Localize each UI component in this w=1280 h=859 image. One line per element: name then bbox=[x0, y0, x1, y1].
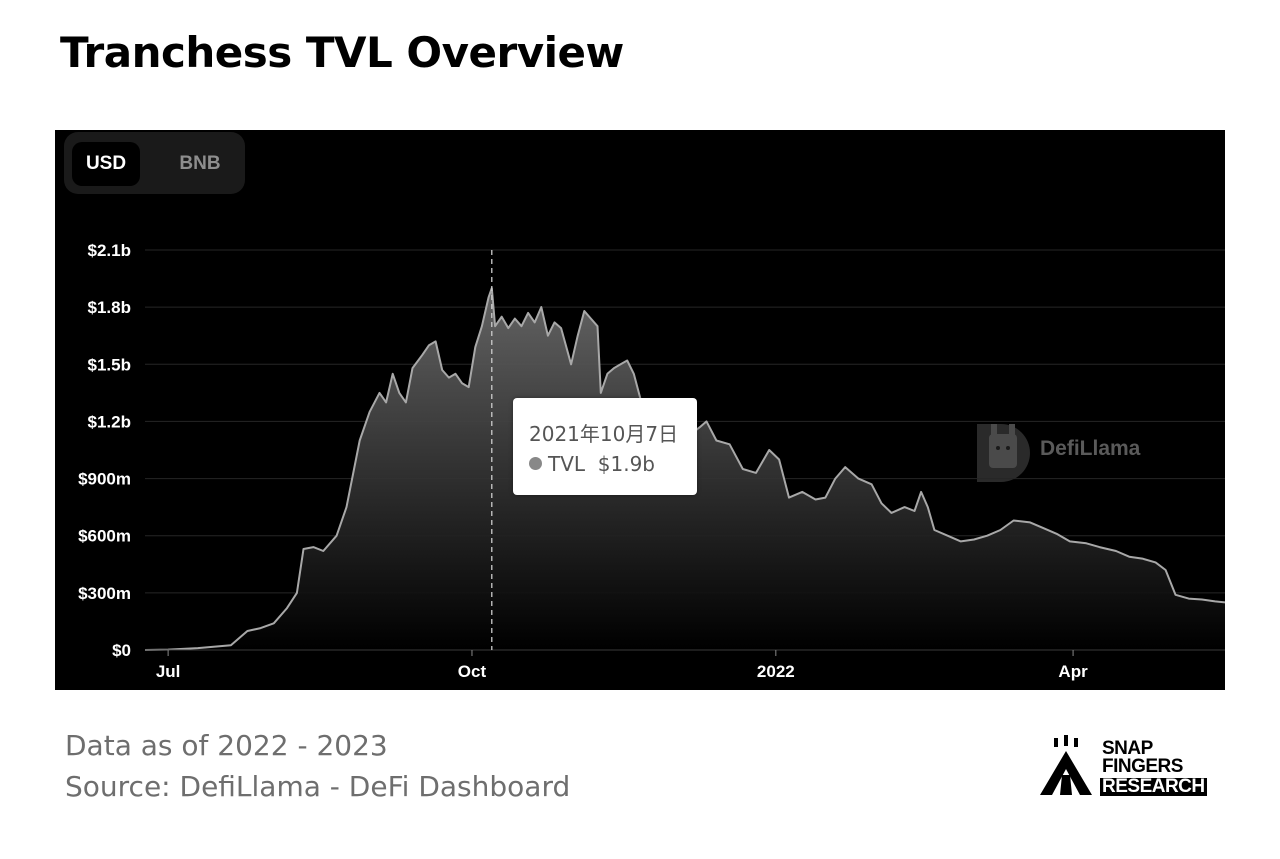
data-date-note: Data as of 2022 - 2023 bbox=[65, 729, 388, 762]
tooltip: 2021年10月7日 TVL $1.9b bbox=[513, 398, 697, 495]
x-tick-label: 2022 bbox=[757, 662, 795, 681]
snap-fingers-brand: SNAP FINGERS RESEARCH bbox=[1036, 735, 1226, 800]
y-tick-label: $900m bbox=[78, 470, 131, 489]
y-tick-label: $600m bbox=[78, 527, 131, 546]
watermark-text: DefiLlama bbox=[1040, 437, 1141, 460]
tooltip-series: TVL bbox=[548, 452, 586, 476]
y-tick-label: $0 bbox=[112, 641, 131, 660]
tvl-series-dot-icon bbox=[529, 457, 542, 470]
tooltip-row: TVL $1.9b bbox=[529, 452, 655, 476]
tooltip-value: $1.9b bbox=[597, 452, 655, 476]
source-note: Source: DefiLlama - DeFi Dashboard bbox=[65, 770, 571, 803]
tvl-series-line bbox=[144, 287, 1225, 651]
y-tick-label: $1.8b bbox=[88, 298, 131, 317]
page-title: Tranchess TVL Overview bbox=[60, 28, 624, 77]
y-tick-label: $300m bbox=[78, 584, 131, 603]
bnb-toggle-button[interactable]: BNB bbox=[179, 153, 221, 174]
tooltip-date: 2021年10月7日 bbox=[529, 422, 679, 446]
brand-line-2: FINGERS bbox=[1102, 756, 1183, 777]
currency-toggle: USD BNB bbox=[64, 132, 245, 194]
brand-line-3: RESEARCH bbox=[1100, 776, 1207, 797]
x-tick-label: Oct bbox=[458, 662, 487, 681]
x-tick-label: Apr bbox=[1058, 662, 1088, 681]
defillama-logo-icon bbox=[977, 424, 1030, 482]
usd-toggle-button[interactable]: USD bbox=[72, 142, 140, 186]
y-tick-label: $2.1b bbox=[88, 241, 131, 260]
snap-fingers-logo-icon bbox=[1040, 735, 1092, 795]
brand-line-1: SNAP bbox=[1102, 738, 1153, 759]
x-tick-label: Jul bbox=[156, 662, 181, 681]
defillama-watermark: DefiLlama bbox=[973, 420, 1140, 482]
y-tick-label: $1.5b bbox=[88, 355, 131, 374]
tvl-chart-panel: USD BNB DefiLlama $0 $300m $600m $900m $1.2b… bbox=[55, 130, 1225, 690]
y-tick-label: $1.2b bbox=[88, 412, 131, 431]
